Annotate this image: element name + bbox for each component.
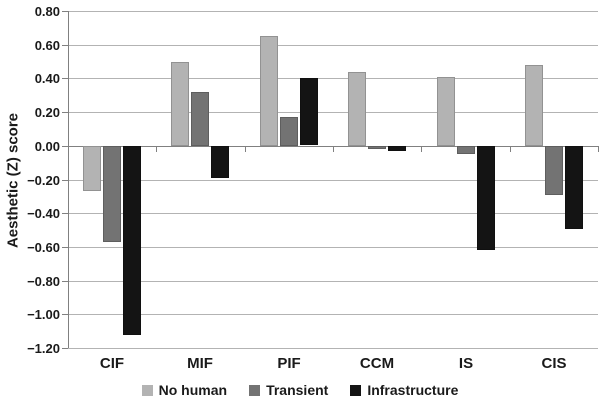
gridline: [68, 78, 598, 79]
bar-transient-mif: [191, 92, 209, 146]
legend-item-transient: Transient: [249, 382, 328, 398]
y-axis-tick: [62, 112, 68, 113]
y-axis-tick: [62, 180, 68, 181]
legend-swatch-transient: [249, 384, 261, 396]
y-axis-tick: [62, 213, 68, 214]
gridline: [68, 180, 598, 181]
x-axis-tick: [421, 146, 422, 152]
bar-infrastructure-ccm: [388, 146, 406, 151]
x-axis-tick: [245, 146, 246, 152]
x-axis-label-cif: CIF: [99, 355, 125, 372]
bar-no-human-ccm: [348, 72, 366, 146]
x-axis-label-is: IS: [458, 355, 474, 372]
x-axis-label-cis: CIS: [541, 355, 567, 372]
bar-no-human-mif: [171, 62, 189, 146]
y-axis-tick: [62, 146, 68, 147]
bar-infrastructure-cis: [565, 146, 583, 229]
legend-label: No human: [158, 382, 228, 398]
bar-infrastructure-cif: [123, 146, 141, 335]
y-tick-label: 0.00: [34, 139, 60, 154]
x-axis-tick: [598, 146, 599, 152]
legend: No human Transient Infrastructure: [0, 379, 600, 401]
x-axis-tick: [68, 146, 69, 152]
legend-swatch-infrastructure: [350, 384, 362, 396]
x-axis-label-ccm: CCM: [359, 355, 395, 372]
bar-transient-cif: [103, 146, 121, 242]
gridline: [68, 247, 598, 248]
gridline: [68, 112, 598, 113]
legend-swatch-no-human: [141, 384, 153, 396]
legend-item-infrastructure: Infrastructure: [350, 382, 458, 398]
bar-transient-pif: [280, 117, 298, 146]
gridline: [68, 348, 598, 349]
bar-transient-ccm: [368, 146, 386, 149]
y-tick-label: 0.40: [34, 71, 60, 86]
y-axis-tick: [62, 348, 68, 349]
x-axis-label-mif: MIF: [187, 355, 213, 372]
bar-no-human-cif: [83, 146, 101, 191]
y-tick-label: 0.20: [34, 105, 60, 120]
y-axis-tick: [62, 281, 68, 282]
gridline: [68, 213, 598, 214]
y-tick-label: 0.60: [34, 38, 60, 53]
y-axis-tick: [62, 78, 68, 79]
y-tick-label: −1.20: [27, 341, 60, 356]
gridline: [68, 45, 598, 46]
y-axis-tick: [62, 314, 68, 315]
y-tick-label: 0.80: [34, 4, 60, 19]
bar-no-human-pif: [260, 36, 278, 146]
y-axis-tick: [62, 11, 68, 12]
gridline: [68, 281, 598, 282]
y-tick-label: −0.80: [27, 274, 60, 289]
x-axis-tick: [156, 146, 157, 152]
y-axis-line: [68, 11, 69, 348]
y-tick-label: −0.40: [27, 206, 60, 221]
x-axis-tick: [510, 146, 511, 152]
gridline: [68, 11, 598, 12]
y-tick-label: −0.20: [27, 173, 60, 188]
legend-label: Transient: [266, 382, 329, 398]
gridline: [68, 314, 598, 315]
legend-label: Infrastructure: [367, 382, 459, 398]
y-tick-label: −0.60: [27, 240, 60, 255]
y-axis-tick: [62, 247, 68, 248]
bar-transient-is: [457, 146, 475, 154]
y-axis-tick: [62, 45, 68, 46]
bar-infrastructure-is: [477, 146, 495, 250]
bar-transient-cis: [545, 146, 563, 195]
x-axis-tick: [333, 146, 334, 152]
x-axis-label-pif: PIF: [277, 355, 301, 372]
legend-item-no-human: No human: [141, 382, 228, 398]
bar-infrastructure-mif: [211, 146, 229, 178]
bar-infrastructure-pif: [300, 78, 318, 145]
bar-no-human-is: [437, 77, 455, 146]
bar-no-human-cis: [525, 65, 543, 146]
y-tick-label: −1.00: [27, 307, 60, 322]
